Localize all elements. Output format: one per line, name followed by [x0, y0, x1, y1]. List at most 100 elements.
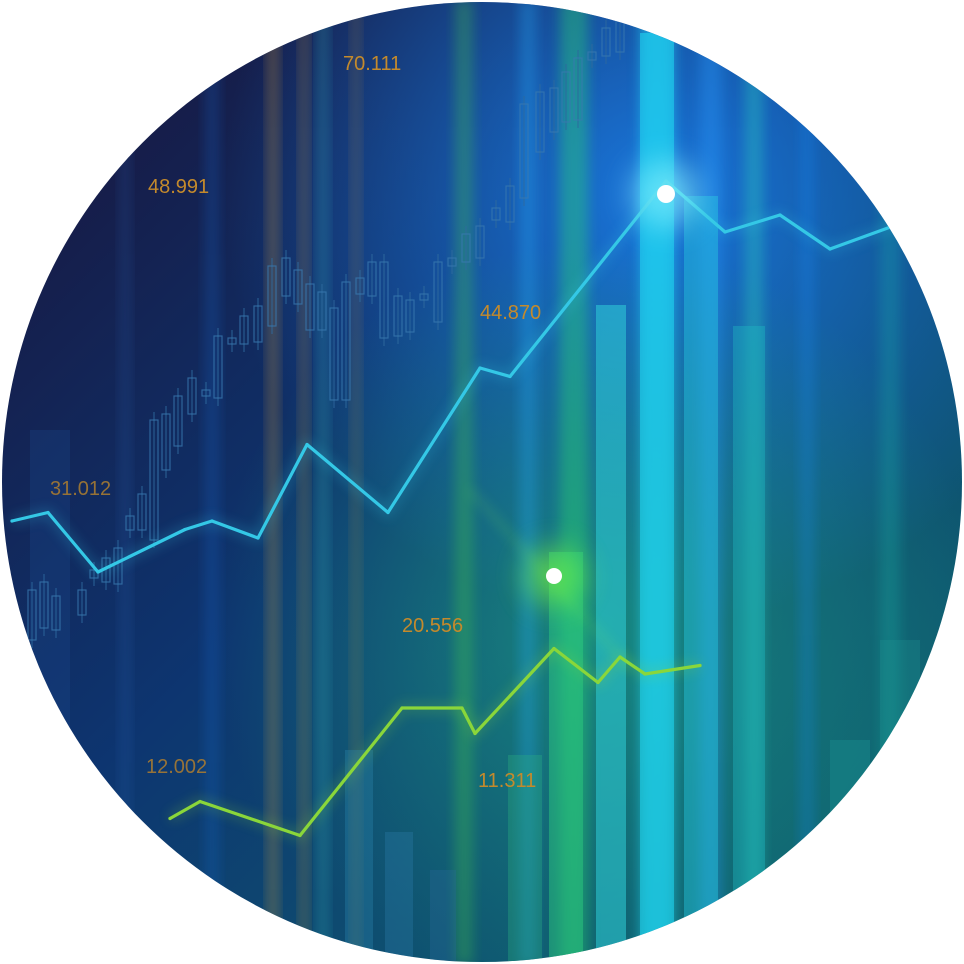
- volume-bar: [880, 640, 920, 962]
- candle-body: [505, 185, 515, 223]
- candle-body: [379, 261, 389, 339]
- series-point: [256, 536, 260, 540]
- volume-bar: [549, 552, 583, 962]
- series-point: [10, 519, 14, 523]
- candle-body: [77, 589, 87, 616]
- candle-body: [475, 225, 485, 259]
- candle-body: [573, 57, 583, 121]
- price-label: 48.991: [148, 176, 209, 198]
- series-point: [828, 247, 832, 251]
- candle-body: [227, 337, 237, 345]
- light-streak: [700, 2, 722, 962]
- light-streak: [880, 2, 900, 962]
- price-label: 20.556: [402, 615, 463, 637]
- series-lines: [10, 175, 902, 841]
- series-point: [552, 646, 556, 651]
- series-point: [386, 510, 390, 515]
- series-point: [210, 519, 214, 523]
- series-point: [168, 816, 172, 821]
- candle-body: [137, 493, 147, 531]
- price-label: 11.311: [478, 770, 536, 792]
- light-streak: [455, 2, 473, 962]
- candle-body: [239, 315, 249, 345]
- volume-bar: [345, 750, 373, 962]
- series-point: [723, 230, 727, 234]
- series-point: [698, 663, 702, 668]
- candle-body: [393, 295, 403, 337]
- light-streak: [318, 2, 328, 962]
- light-streak: [520, 2, 536, 962]
- candle-body: [329, 307, 339, 401]
- candle-body: [51, 595, 61, 631]
- candle-body: [187, 377, 197, 415]
- candle-body: [587, 51, 597, 61]
- series-point: [508, 374, 512, 379]
- candle-body: [27, 589, 37, 641]
- price-label: 31.012: [50, 478, 111, 500]
- peak-flare-green: [468, 488, 632, 670]
- light-streak: [745, 2, 763, 962]
- candle-body: [173, 395, 183, 447]
- light-streak: [268, 2, 278, 962]
- candle-body: [549, 87, 559, 133]
- light-streak: [560, 2, 588, 962]
- candle-body: [293, 269, 303, 305]
- candle-body: [213, 335, 223, 399]
- volume-bar: [733, 326, 765, 962]
- candle-body: [253, 305, 263, 343]
- series-point: [400, 706, 404, 710]
- candle-body: [519, 103, 529, 199]
- series-point: [46, 510, 50, 515]
- series-point: [473, 731, 477, 736]
- series-point: [96, 570, 100, 574]
- candle-body: [355, 277, 365, 295]
- candle-body: [125, 515, 135, 531]
- candle-body: [267, 265, 277, 327]
- candle-body: [367, 261, 377, 297]
- series-point: [596, 680, 600, 685]
- series-point: [898, 221, 902, 226]
- peak-flare-cyan: [632, 160, 700, 228]
- volume-bar: [508, 755, 542, 962]
- volume-bar: [385, 832, 413, 962]
- candle-body: [419, 293, 429, 301]
- series-point: [643, 672, 647, 676]
- light-streak: [120, 2, 130, 962]
- price-label: 12.002: [146, 756, 207, 778]
- candle-body: [561, 71, 571, 123]
- volume-bar: [684, 196, 718, 962]
- candle-body: [317, 291, 327, 331]
- candle-body: [201, 389, 211, 397]
- candle-body: [447, 257, 457, 267]
- series-point: [478, 366, 482, 370]
- candle-body: [39, 581, 49, 629]
- candle-body: [161, 413, 171, 471]
- series-point: [298, 833, 302, 838]
- candle-body: [461, 233, 471, 263]
- candle-body: [341, 281, 351, 401]
- series-point: [198, 799, 202, 804]
- volume-bar: [830, 740, 870, 962]
- candle-body: [491, 207, 501, 221]
- light-streak: [800, 2, 814, 962]
- candle-body: [535, 91, 545, 153]
- volume-bar: [430, 870, 456, 962]
- price-label: 44.870: [480, 302, 541, 324]
- series-point: [305, 442, 309, 447]
- candle-body: [405, 299, 415, 333]
- series-point: [460, 706, 464, 710]
- candle-body: [305, 283, 315, 331]
- price-label: 70.111: [343, 53, 401, 75]
- candle-body: [281, 257, 291, 297]
- light-streak: [300, 2, 308, 962]
- series-point: [778, 213, 782, 217]
- candle-body: [601, 27, 611, 57]
- candlesticks: [27, 12, 625, 648]
- series-point: [183, 527, 187, 532]
- light-streak: [205, 2, 219, 962]
- candle-body: [433, 261, 443, 323]
